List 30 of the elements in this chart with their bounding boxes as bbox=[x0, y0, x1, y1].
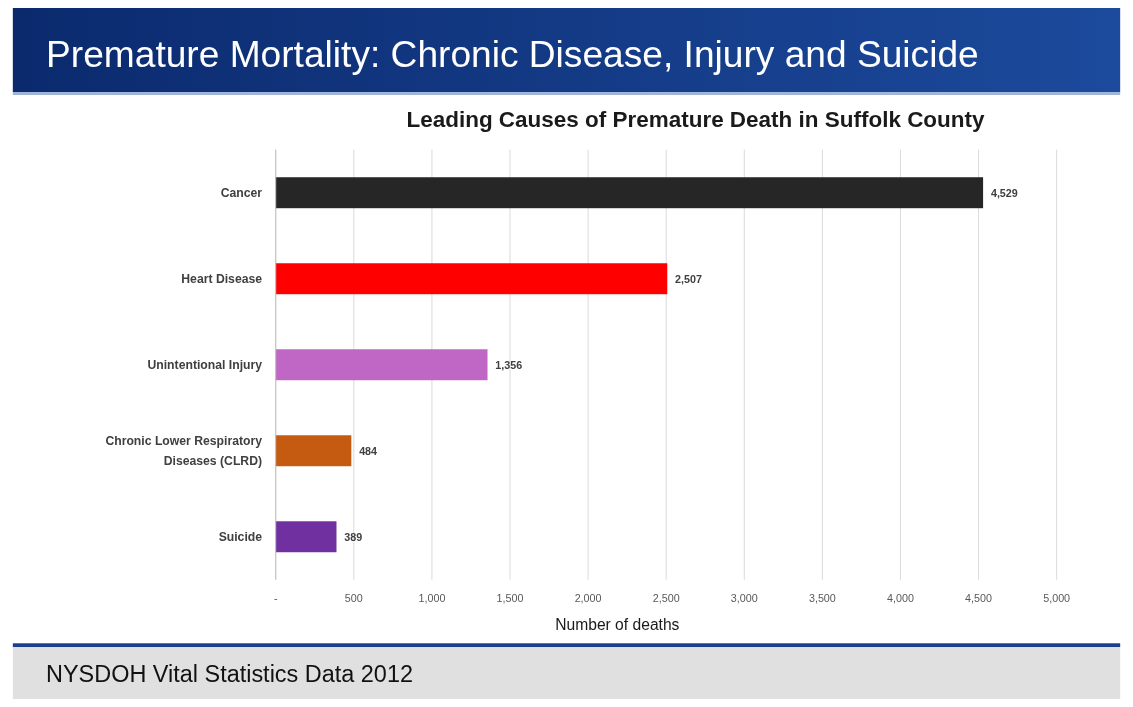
x-tick-label: - bbox=[273, 592, 278, 605]
x-tick-label: 4,000 bbox=[887, 592, 914, 605]
x-tick-label: 4,500 bbox=[965, 592, 993, 605]
chart-subtitle: Leading Causes of Premature Death in Suffolk County bbox=[406, 107, 986, 133]
data-label: 1,356 bbox=[495, 358, 523, 371]
y-tick-label: Suicide bbox=[218, 529, 263, 544]
x-tick-label: 3,000 bbox=[730, 592, 758, 605]
x-tick-label: 3,500 bbox=[808, 592, 836, 605]
x-tick-label: 5,000 bbox=[1043, 592, 1071, 605]
x-axis-title: Number of deaths bbox=[555, 615, 680, 633]
y-tick-label: Heart Disease bbox=[181, 271, 263, 286]
y-tick-label: Chronic Lower Respiratory Diseases (CLRD) bbox=[105, 433, 263, 469]
data-label: 2,507 bbox=[675, 272, 703, 285]
x-tick-label: 1,500 bbox=[496, 592, 524, 605]
x-tick-label: 2,500 bbox=[652, 592, 680, 605]
y-tick-label: Cancer bbox=[220, 185, 263, 200]
bar bbox=[275, 177, 984, 209]
bar bbox=[275, 435, 352, 467]
data-label: 4,529 bbox=[990, 186, 1018, 199]
text: NYSDOH Vital Statistics Data 2012 bbox=[46, 661, 413, 688]
bar bbox=[275, 521, 337, 553]
bar bbox=[275, 263, 668, 295]
y-tick-label: Unintentional Injury bbox=[147, 357, 263, 372]
bar bbox=[275, 349, 488, 381]
data-label: 389 bbox=[344, 530, 363, 543]
x-tick-label: 500 bbox=[344, 592, 363, 605]
data-label: 484 bbox=[359, 444, 378, 457]
x-tick-label: 2,000 bbox=[574, 592, 602, 605]
x-tick-label: 1,000 bbox=[418, 592, 446, 605]
chart-title: Premature Mortality: Chronic Disease, Injury and Suicide bbox=[46, 32, 979, 75]
